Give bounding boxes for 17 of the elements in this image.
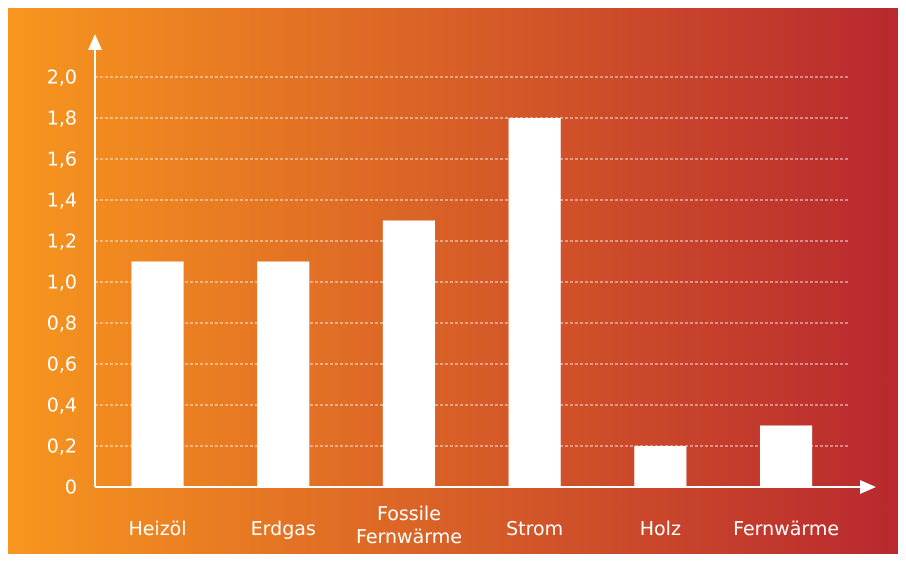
x-tick-label: Holz xyxy=(640,518,681,540)
y-tick-label: 1,2 xyxy=(46,230,77,253)
y-tick-label: 1,6 xyxy=(46,148,77,171)
y-tick-label: 0 xyxy=(64,476,77,499)
y-tick-label: 0,6 xyxy=(46,354,77,376)
y-tick-label: 1,4 xyxy=(46,190,77,212)
y-tick-label: 0,2 xyxy=(46,436,77,458)
y-tick-label: 1,0 xyxy=(46,272,77,294)
y-tick-label: 0,8 xyxy=(46,312,77,335)
y-tick-label: 0,4 xyxy=(46,394,77,417)
y-tick-label: 1,8 xyxy=(46,108,77,130)
x-tick-label: Strom xyxy=(506,518,564,540)
x-tick-label: Erdgas xyxy=(250,518,316,540)
x-tick-label: Heizöl xyxy=(128,518,187,540)
x-tick-label: Fernwärme xyxy=(733,518,840,540)
x-tick-label: Fossile Fernwärme xyxy=(356,503,462,548)
y-tick-label: 2,0 xyxy=(46,66,77,89)
